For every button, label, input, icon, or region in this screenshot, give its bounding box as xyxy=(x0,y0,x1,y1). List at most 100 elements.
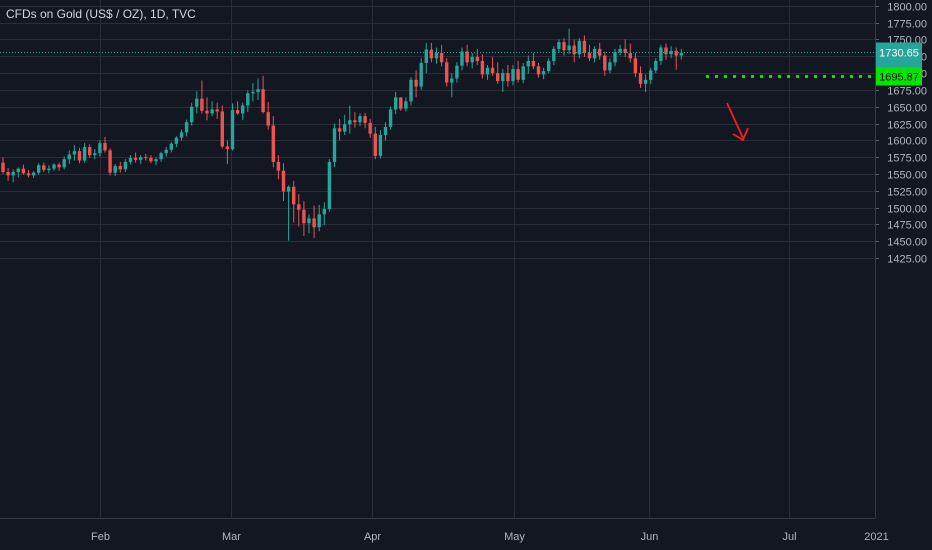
candle-body xyxy=(62,159,66,168)
candle-body xyxy=(159,153,163,160)
time-tick-label: Jul xyxy=(782,531,796,543)
candle-body xyxy=(460,51,464,66)
chart-overlays xyxy=(0,52,875,142)
candle-body xyxy=(164,149,168,154)
price-tick-label: 1600.00 xyxy=(887,136,927,148)
candle-body xyxy=(98,143,102,154)
candle-body xyxy=(215,109,219,112)
candle-body xyxy=(536,66,541,75)
candle-body xyxy=(547,60,551,72)
candle-body xyxy=(37,165,41,173)
candle-body xyxy=(88,147,92,156)
candle-body xyxy=(246,93,250,106)
candle-body xyxy=(526,60,530,67)
candle-body xyxy=(552,48,556,61)
candle-body xyxy=(241,105,245,114)
candle-body xyxy=(608,62,612,71)
support-level-badge[interactable] xyxy=(876,67,922,86)
candle-body xyxy=(190,106,194,123)
price-tick-label: 1675.00 xyxy=(887,86,927,98)
candle-body xyxy=(82,147,87,161)
candle-body xyxy=(11,172,15,176)
candle-body xyxy=(42,165,46,170)
candle-body xyxy=(149,157,153,162)
candle-body xyxy=(562,42,566,51)
price-axis[interactable]: 1800.001775.001750.001725.001700.001675.… xyxy=(875,0,927,518)
candle-body xyxy=(679,52,683,56)
time-tick-label: May xyxy=(504,531,525,543)
candle-body xyxy=(230,110,235,150)
candle-body xyxy=(424,49,428,63)
price-tick-label: 1775.00 xyxy=(887,19,927,31)
price-tick-label: 1425.00 xyxy=(887,254,927,266)
candle-body xyxy=(567,45,571,51)
candle-body xyxy=(31,172,36,176)
candle-body xyxy=(128,157,133,162)
candle-body xyxy=(434,52,439,59)
candle-body xyxy=(613,52,617,63)
time-axis[interactable]: Feb Mar Apr May Jun Jul 2021 xyxy=(0,518,889,544)
candle-body xyxy=(603,55,607,71)
candle-body xyxy=(6,172,10,176)
candle-body xyxy=(399,97,403,109)
candle-body xyxy=(200,98,204,111)
candle-body xyxy=(577,40,581,55)
candle-body xyxy=(643,79,648,84)
candle-body xyxy=(480,60,485,75)
candle-body xyxy=(353,120,357,123)
candlestick-series xyxy=(1,28,683,241)
candle-body xyxy=(378,134,383,156)
candle-body xyxy=(628,52,632,59)
candle-body xyxy=(195,98,199,107)
candle-body xyxy=(348,120,352,125)
candle-body xyxy=(297,204,301,210)
candle-body xyxy=(557,42,561,49)
candle-body xyxy=(343,124,347,132)
candle-body xyxy=(516,69,520,80)
candle-body xyxy=(337,128,342,132)
candle-body xyxy=(445,62,449,83)
candle-body xyxy=(261,89,265,113)
candle-body xyxy=(103,143,107,151)
candle-body xyxy=(506,73,510,82)
candle-body xyxy=(409,79,413,102)
candle-body xyxy=(210,109,214,114)
candle-body xyxy=(363,116,367,123)
candle-body xyxy=(307,218,311,224)
price-tick-label: 1525.00 xyxy=(887,187,927,199)
candle-body xyxy=(531,60,536,67)
candle-body xyxy=(490,67,495,74)
candle-body xyxy=(169,143,173,150)
arrow-down-icon xyxy=(732,127,749,142)
candle-body xyxy=(220,111,224,147)
candle-body xyxy=(368,122,372,134)
time-tick-label: Feb xyxy=(91,531,110,543)
support-level-label: 1695.87 xyxy=(879,72,919,84)
candle-body xyxy=(251,91,255,94)
candle-body xyxy=(419,62,423,87)
candle-body xyxy=(659,47,663,61)
candle-body xyxy=(235,110,240,114)
candle-body xyxy=(649,70,653,80)
candle-body xyxy=(475,56,479,61)
candle-body xyxy=(205,110,209,114)
candle-body xyxy=(139,157,143,160)
candle-body xyxy=(256,89,260,92)
candle-body xyxy=(674,50,678,56)
trend-arrow-shaft[interactable] xyxy=(726,102,744,139)
candle-body xyxy=(623,48,627,53)
candle-body xyxy=(618,48,622,53)
candle-body xyxy=(404,101,408,109)
candle-body xyxy=(450,78,454,83)
candle-body xyxy=(144,157,148,159)
candle-body xyxy=(72,151,77,155)
candle-body xyxy=(414,79,418,87)
candle-body xyxy=(587,52,592,59)
price-tick-label: 1625.00 xyxy=(887,120,927,132)
candle-body xyxy=(52,164,56,169)
candle-body xyxy=(455,65,459,79)
candle-body xyxy=(286,186,291,192)
time-tick-label: Apr xyxy=(364,531,381,543)
